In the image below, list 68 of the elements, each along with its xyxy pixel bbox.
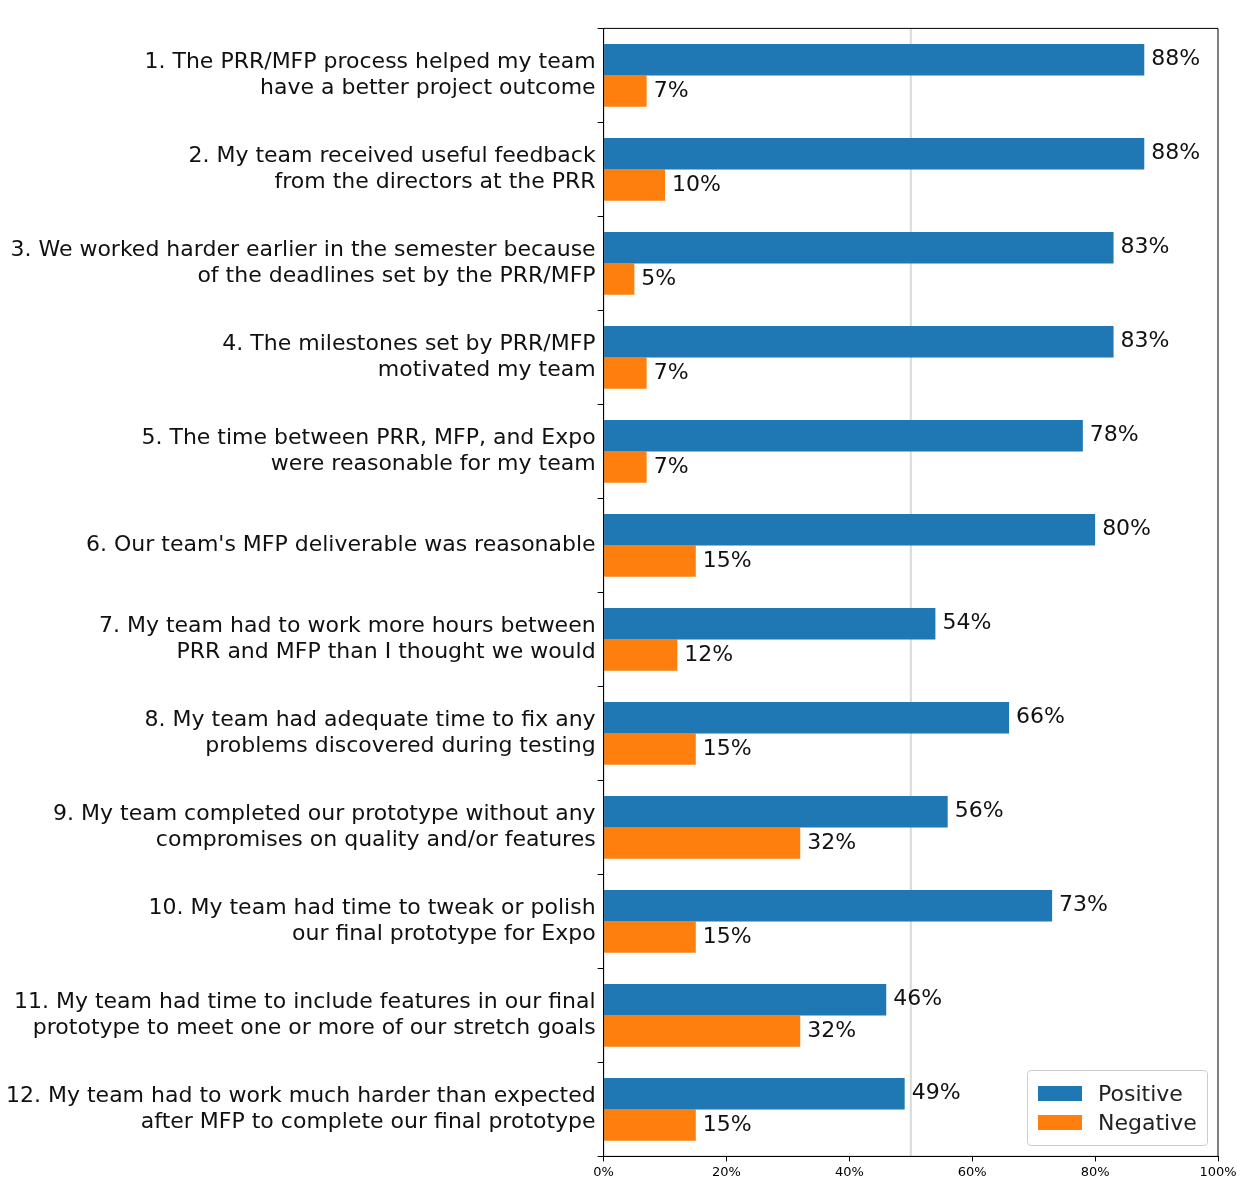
data-label: 32% xyxy=(807,828,857,854)
data-label: 7% xyxy=(653,358,689,384)
data-label: 83% xyxy=(1120,233,1170,259)
data-label: 15% xyxy=(702,1110,752,1136)
y-tick-label: 2. My team received useful feedback from the directors at the PRR xyxy=(188,141,596,194)
y-tick-label: 11. My team had time to include features in our final prototype to meet one or more of our stretch goals xyxy=(13,987,596,1040)
data-label: 5% xyxy=(641,264,677,290)
data-label: 88% xyxy=(1151,45,1201,71)
bar xyxy=(604,514,1096,546)
data-label: 66% xyxy=(1016,703,1066,729)
bar xyxy=(604,639,678,671)
y-tick-label: 9. My team completed our prototype without any compromises on quality and/or features xyxy=(53,799,596,852)
y-tick-label: 1. The PRR/MFP process helped my team have a better project outcome xyxy=(144,47,596,100)
data-label: 10% xyxy=(672,170,721,196)
bar xyxy=(604,451,647,483)
y-tick-label: 3. We worked harder earlier in the semester because of the deadlines set by the PRR/MFP xyxy=(10,235,596,288)
bar xyxy=(604,357,647,389)
y-tick-label: 12. My team had to work much harder than expected after MFP to complete our final prototype xyxy=(6,1081,596,1134)
x-tick-label: 60% xyxy=(957,1163,987,1179)
x-tick-label: 0% xyxy=(593,1163,614,1179)
bar xyxy=(604,1015,801,1047)
data-label: 15% xyxy=(702,546,752,572)
y-tick-label: 5. The time between PRR, MFP, and Expo were reasonable for my team xyxy=(141,423,596,476)
data-label: 88% xyxy=(1151,139,1201,165)
data-label: 80% xyxy=(1102,515,1152,541)
bar xyxy=(604,827,801,859)
y-tick-label: 4. The milestones set by PRR/MFP motivated my team xyxy=(222,329,596,382)
bar xyxy=(604,169,666,201)
legend-label: Positive xyxy=(1098,1081,1183,1107)
data-label: 73% xyxy=(1059,891,1109,917)
x-tick-label: 80% xyxy=(1080,1163,1110,1179)
bar xyxy=(604,921,696,953)
data-label: 12% xyxy=(684,640,734,666)
legend-label: Negative xyxy=(1098,1110,1197,1136)
bar xyxy=(604,1078,905,1110)
data-label: 83% xyxy=(1120,327,1170,353)
bar xyxy=(604,796,948,828)
bar xyxy=(604,138,1145,170)
data-label: 7% xyxy=(653,76,689,102)
data-label: 46% xyxy=(893,985,943,1011)
y-tick-label: 6. Our team's MFP deliverable was reasonable xyxy=(86,531,596,557)
bar xyxy=(604,232,1114,264)
data-label: 56% xyxy=(954,797,1004,823)
bar xyxy=(604,984,887,1016)
x-tick-label: 40% xyxy=(834,1163,864,1179)
data-label: 54% xyxy=(942,609,992,635)
x-tick-label: 100% xyxy=(1199,1163,1237,1179)
bar xyxy=(604,608,936,640)
y-tick-label: 7. My team had to work more hours between PRR and MFP than I thought we would xyxy=(98,611,596,664)
data-label: 78% xyxy=(1089,421,1139,447)
data-label: 15% xyxy=(702,922,752,948)
bar xyxy=(604,1109,696,1141)
bar xyxy=(604,44,1145,76)
data-label: 32% xyxy=(807,1016,857,1042)
bar xyxy=(604,733,696,765)
data-label: 7% xyxy=(653,452,689,478)
bar xyxy=(604,326,1114,358)
data-label: 49% xyxy=(911,1079,961,1105)
bar xyxy=(604,420,1083,452)
y-tick-label: 8. My team had adequate time to fix any problems discovered during testing xyxy=(144,705,596,758)
bar xyxy=(604,890,1053,922)
x-tick-label: 20% xyxy=(712,1163,741,1179)
bar xyxy=(604,545,696,577)
bar xyxy=(604,75,647,107)
bar xyxy=(604,702,1010,734)
data-label: 15% xyxy=(702,734,752,760)
y-tick-label: 10. My team had time to tweak or polish our final prototype for Expo xyxy=(148,893,596,946)
bar xyxy=(604,263,635,295)
